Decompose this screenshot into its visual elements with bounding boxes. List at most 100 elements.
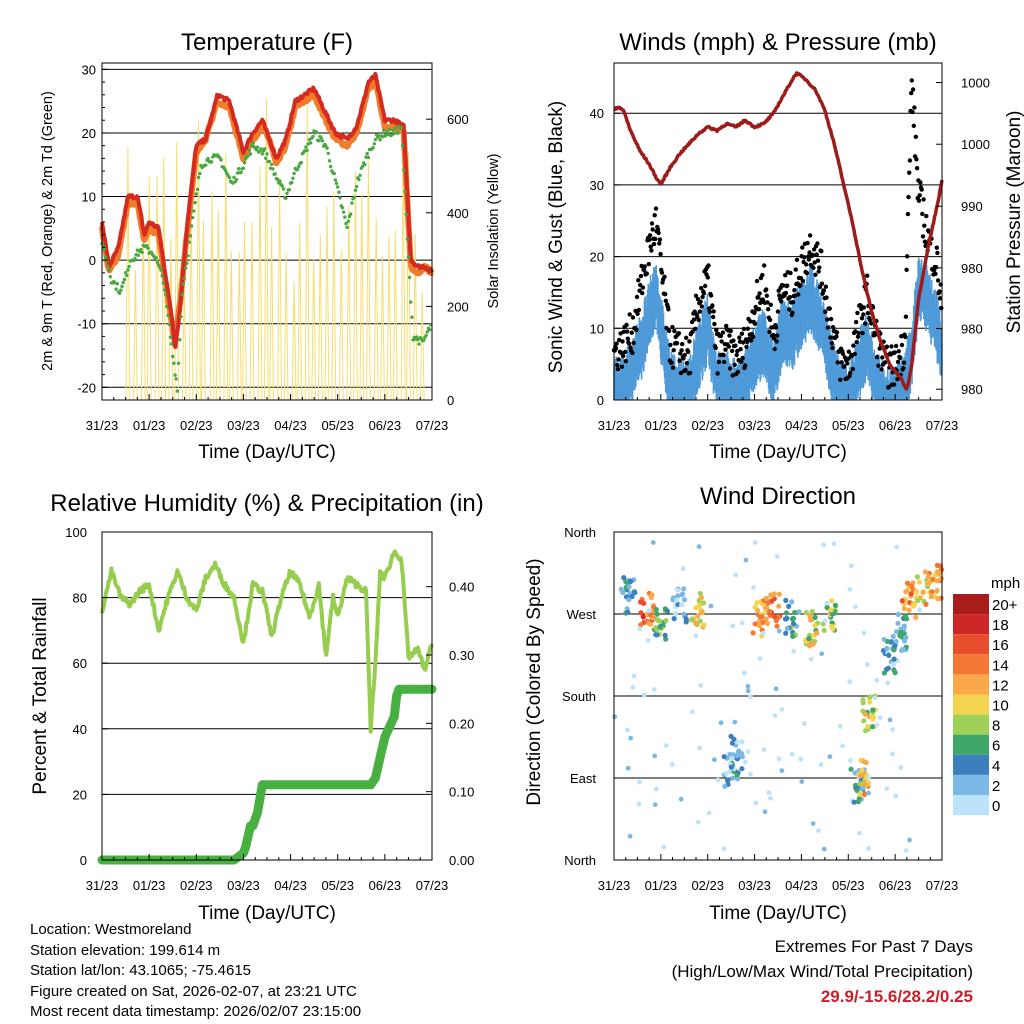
wind-direction-point [637, 626, 643, 631]
gust-point [859, 316, 865, 321]
gust-point [933, 271, 938, 276]
gust-point [733, 343, 738, 348]
colorbar-label: 12 [992, 677, 1009, 694]
wind-direction-point [895, 620, 901, 626]
dewpoint-point [334, 181, 339, 185]
wind-direction-point [892, 670, 898, 676]
dewpoint-point [239, 170, 243, 174]
gust-point [920, 234, 926, 239]
wind-direction-point [904, 588, 910, 594]
wind-direction-point [860, 697, 866, 703]
gust-point [806, 257, 811, 262]
wind-direction-point [701, 622, 707, 628]
gust-point [766, 307, 771, 312]
dewpoint-point [290, 180, 294, 185]
wind-direction-point [663, 618, 669, 624]
wind-direction-point [907, 837, 912, 843]
gust-point [701, 291, 707, 296]
wind-direction-point [654, 611, 660, 617]
wind-direction-point [776, 756, 782, 762]
wind-direction-point [857, 830, 862, 836]
gust-point [646, 261, 651, 267]
wind-direction-point [760, 619, 766, 625]
wind-direction-point [790, 621, 797, 627]
wind-direction-point [821, 846, 827, 852]
gust-point [804, 271, 810, 276]
gust-point [882, 360, 888, 365]
dewpoint-point [161, 281, 165, 285]
gust-point [707, 309, 712, 314]
wind-direction-point [771, 613, 778, 620]
wind-direction-point [612, 714, 618, 720]
gust-point [658, 251, 663, 257]
wind-direction-point [732, 719, 738, 725]
x-tick-label: 01/23 [645, 418, 678, 433]
y2-tick-label: 980 [961, 261, 983, 276]
gust-point [650, 227, 655, 232]
dewpoint-point [179, 314, 183, 319]
dewpoint-point [365, 151, 369, 156]
wind-direction-point [675, 593, 681, 599]
gust-point [615, 367, 621, 372]
dewpoint-point [407, 275, 412, 280]
gust-point [775, 309, 781, 314]
x-tick-label: 04/23 [274, 418, 307, 433]
gust-point [693, 326, 698, 331]
x-tick-label: 06/23 [879, 878, 912, 893]
y-tick-label: -20 [77, 380, 96, 395]
wind-direction-point [765, 600, 771, 606]
gust-point [647, 233, 653, 238]
y2-tick-label: 0 [447, 393, 454, 408]
wind-direction-point [772, 713, 778, 718]
wind-direction-point [856, 795, 862, 802]
gust-point [636, 278, 641, 283]
dewpoint-point [385, 130, 389, 134]
gust-point [735, 348, 740, 354]
wind-direction-point [867, 694, 873, 700]
wind-direction-point [696, 819, 701, 825]
gust-point [918, 180, 923, 185]
gust-point [816, 269, 821, 274]
humidity-ticks: 0 20 40 60 80 100 0.00 0.10 0.20 0.30 0.40 31/23 01/… [65, 525, 474, 893]
gust-point [729, 348, 735, 354]
gust-point [800, 278, 806, 284]
x-tick-label: 03/23 [738, 878, 771, 893]
dewpoint-point [180, 292, 184, 297]
wind-direction-title: Wind Direction [700, 483, 856, 510]
gust-point [765, 300, 770, 305]
gust-point [668, 342, 673, 348]
wind-direction-point [748, 694, 753, 700]
wind-direction-point [729, 740, 736, 746]
gust-point [777, 293, 782, 298]
dewpoint-point [118, 291, 122, 295]
gust-point [813, 272, 818, 277]
wind-direction-point [915, 597, 921, 604]
gust-point [879, 367, 884, 372]
wind-direction-point [734, 772, 740, 778]
gust-point [656, 230, 661, 236]
wind-direction-point [935, 596, 941, 602]
wind-direction-point [829, 598, 835, 604]
dewpoint-point [176, 361, 181, 365]
wind-direction-point [696, 544, 702, 550]
pressure-ylabel: Station Pressure (Maroon) [1004, 111, 1024, 334]
gust-point [748, 319, 753, 324]
dewpoint-point [255, 145, 260, 149]
wind-direction-point [881, 670, 888, 676]
dewpoint-point [314, 130, 319, 134]
dewpoint-point [391, 128, 395, 133]
wind-direction-point [803, 610, 810, 616]
wind-direction-point [681, 597, 688, 603]
wind-direction-point [626, 597, 632, 603]
gust-point [835, 360, 840, 365]
dewpoint-point [278, 179, 282, 183]
gust-point [852, 351, 857, 357]
dewpoint-point [270, 162, 274, 166]
dewpoint-point [281, 187, 286, 191]
dewpoint-point [174, 377, 178, 381]
dewpoint-point [133, 256, 137, 261]
wind-direction-point [784, 625, 790, 632]
wind-direction-point [745, 688, 751, 694]
gust-point [683, 367, 688, 373]
gust-point [856, 330, 861, 336]
